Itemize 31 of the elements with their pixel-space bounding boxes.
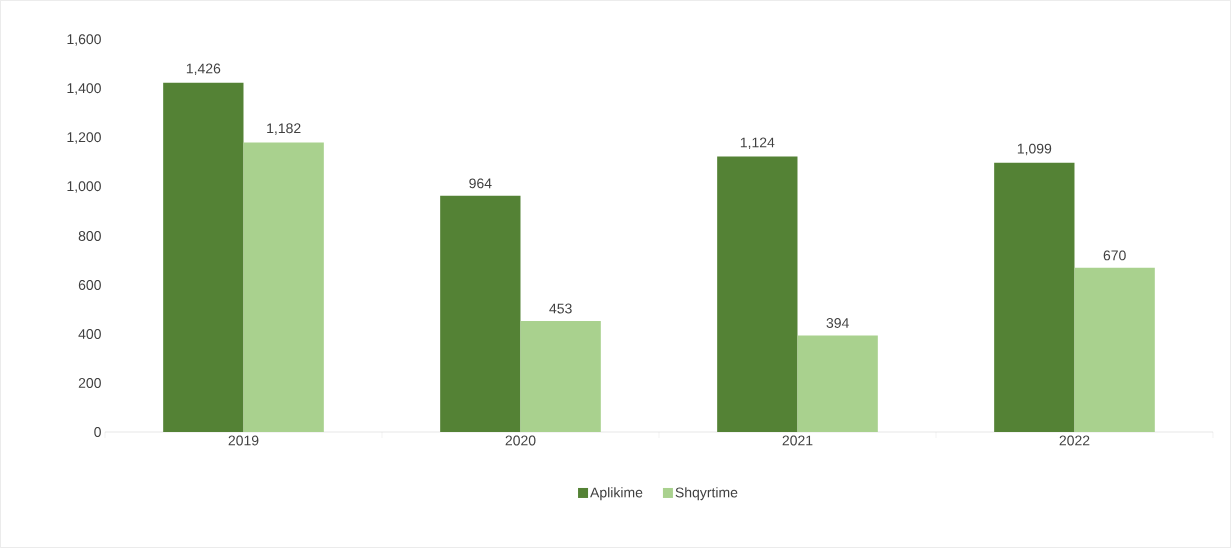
- y-tick-label: 400: [78, 329, 101, 339]
- data-label: 453: [549, 303, 572, 314]
- bar: [717, 156, 798, 432]
- x-tick-label: 2022: [1059, 435, 1090, 446]
- bar: [163, 82, 244, 432]
- y-tick-label: 0: [94, 427, 101, 437]
- legend-label: Shqyrtime: [675, 487, 738, 501]
- bar: [440, 195, 521, 432]
- y-tick-label: 800: [78, 231, 101, 241]
- x-tick-label: 2021: [782, 435, 813, 446]
- data-label: 964: [469, 178, 492, 189]
- x-tick-label: 2019: [228, 435, 259, 446]
- data-label: 1,124: [740, 137, 775, 150]
- bar: [243, 142, 324, 432]
- legend-label: Aplikime: [590, 487, 643, 501]
- x-tick-label: 2020: [505, 435, 536, 446]
- y-tick-label: 600: [78, 280, 101, 290]
- y-tick-label: 1,400: [67, 83, 101, 95]
- data-label: 1,182: [267, 123, 301, 135]
- data-label: 1,426: [186, 63, 221, 76]
- bar: [797, 335, 878, 432]
- bar: [1074, 267, 1155, 432]
- data-label: 670: [1103, 250, 1126, 261]
- y-tick-label: 1,600: [67, 34, 101, 46]
- y-tick-label: 1,200: [67, 132, 101, 144]
- y-tick-label: 1,000: [67, 181, 101, 193]
- bar: [520, 321, 601, 432]
- data-label: 1,099: [1017, 143, 1052, 156]
- data-label: 394: [826, 318, 849, 328]
- y-tick-label: 200: [78, 378, 101, 388]
- bar: [994, 162, 1075, 432]
